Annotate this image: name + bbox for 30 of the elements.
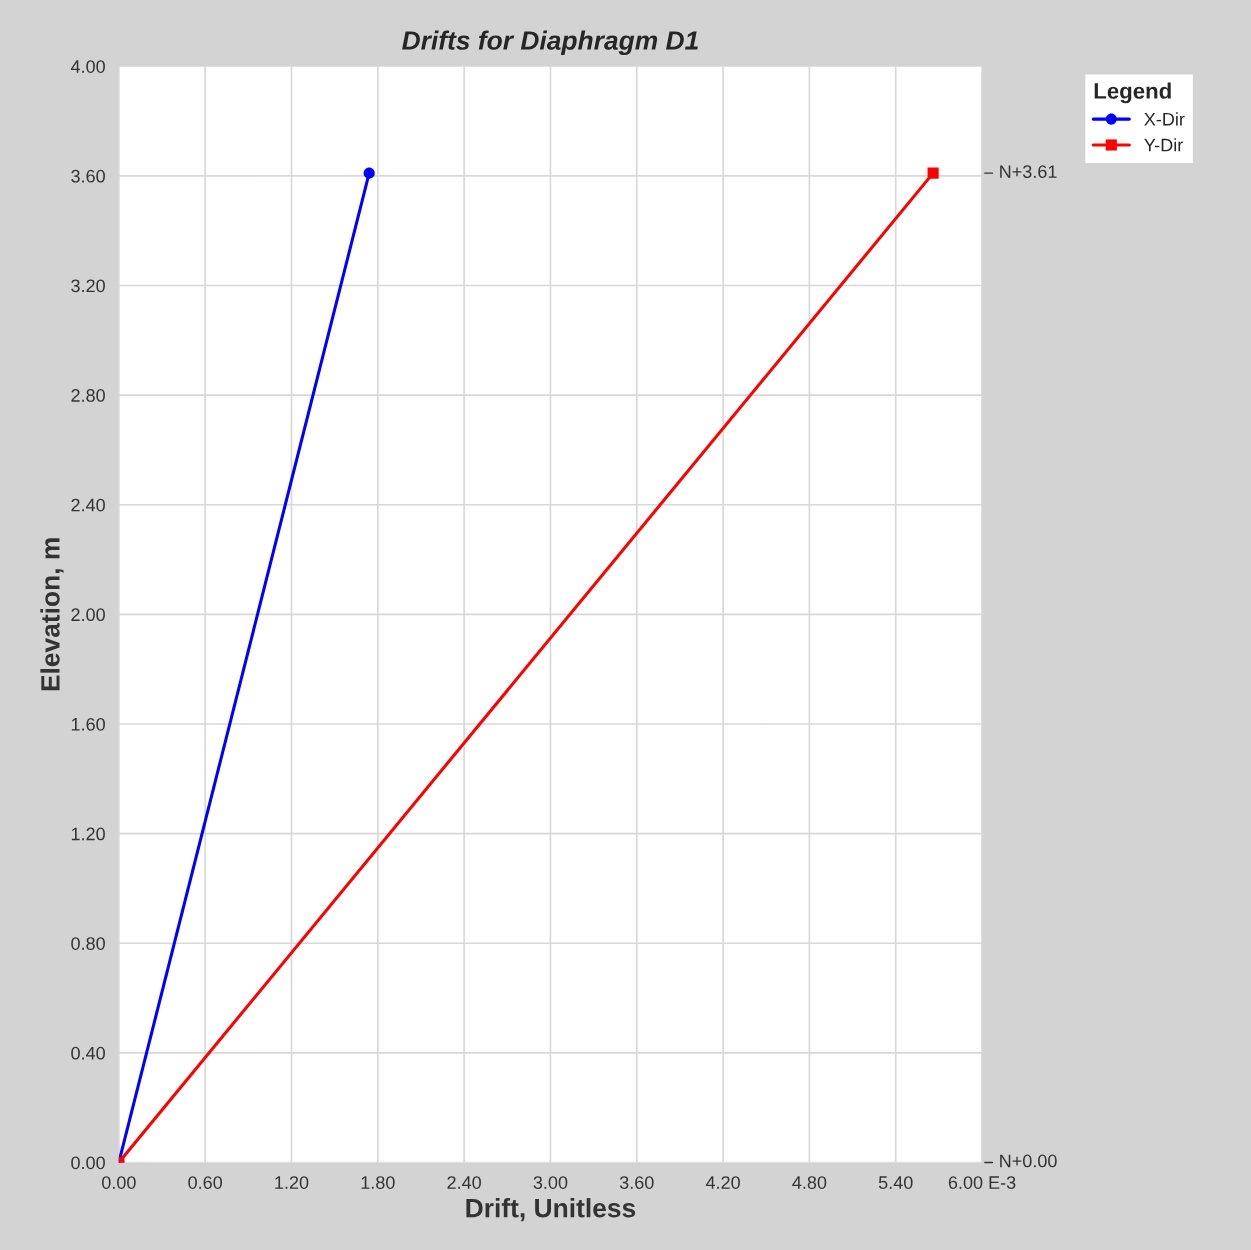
text: N+0.00 <box>1000 1154 1057 1168</box>
x-tick-label: 4.80 <box>792 1176 827 1189</box>
y-tick-label: 0.00 <box>71 1156 105 1170</box>
x-tick-label: 2.40 <box>447 1176 481 1189</box>
legend-label: X-Dir <box>1144 112 1185 126</box>
y-axis-title: Elevation, m <box>40 538 64 691</box>
text: N+3.61 <box>1000 165 1057 178</box>
y-tick-label: 2.80 <box>71 389 105 402</box>
y-tick-label: 0.80 <box>71 937 105 950</box>
y-tick-label: 1.20 <box>71 827 105 841</box>
y-tick-label: 1.60 <box>71 717 105 731</box>
legend-label: Y-Dir <box>1144 138 1183 152</box>
y-tick-label: 2.40 <box>71 498 105 512</box>
x-tick-label: 5.40 <box>878 1176 913 1189</box>
x-axis-title: Drift, Unitless <box>466 1198 636 1222</box>
y-tick-label: 4.00 <box>70 60 105 73</box>
x-tick-label: 1.20 <box>275 1176 309 1189</box>
legend-title: Legend <box>1094 82 1171 104</box>
y-tick-label: 3.20 <box>71 279 105 293</box>
x-tick-label: 0.60 <box>188 1176 223 1189</box>
y-tick-label: 2.00 <box>71 608 105 622</box>
chart-title: Drifts for Diaphragm D1 <box>402 30 698 56</box>
x-tick-label: 3.00 <box>533 1176 568 1189</box>
x-tick-label: 1.80 <box>361 1176 395 1189</box>
x-tick-label: 4.20 <box>705 1176 740 1189</box>
y-tick-label: 3.60 <box>71 169 105 183</box>
y-tick-label: 0.40 <box>71 1046 105 1060</box>
x-tick-label: 3.60 <box>619 1176 654 1189</box>
x-tick-label: 6.00 E-3 <box>948 1176 1016 1189</box>
x-tick-label: 0.00 <box>101 1176 136 1189</box>
